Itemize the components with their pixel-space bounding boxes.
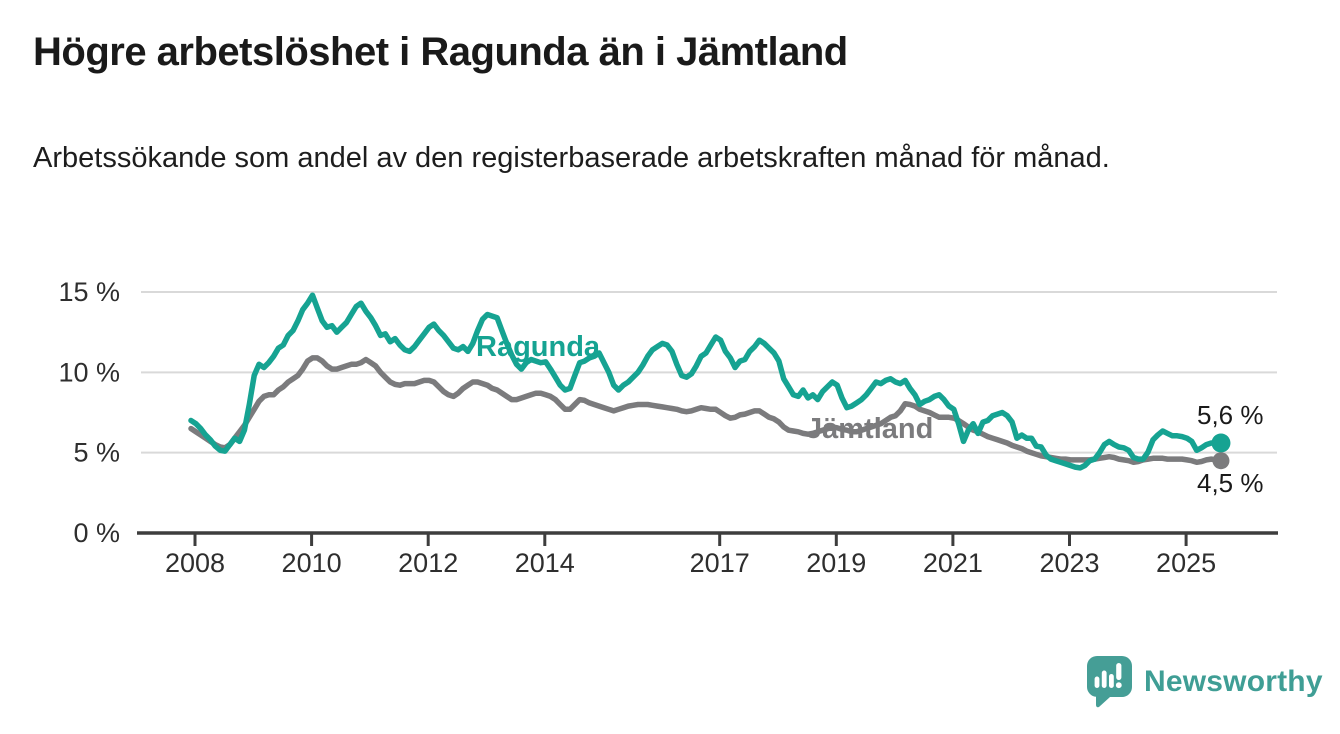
page-title: Högre arbetslöshet i Ragunda än i Jämtla… — [33, 30, 848, 74]
x-tick-label-2012: 2012 — [398, 548, 458, 578]
jämtland-series-label: Jämtland — [806, 413, 933, 445]
x-tick-label-2023: 2023 — [1039, 548, 1099, 578]
x-tick-label-2021: 2021 — [923, 548, 983, 578]
y-tick-label-5pct: 5 % — [73, 438, 120, 468]
y-tick-label-10pct: 10 % — [58, 357, 120, 387]
jämtland-end-dot — [1212, 452, 1230, 470]
newsworthy-logo: Newsworthy — [1086, 655, 1323, 708]
bar-small — [1094, 676, 1100, 688]
x-tick-label-2017: 2017 — [690, 548, 750, 578]
x-tick-label-2008: 2008 — [165, 548, 225, 578]
ragunda-end-dot — [1211, 433, 1231, 453]
ragunda-series-label: Ragunda — [476, 331, 601, 363]
ragunda-line — [188, 292, 1224, 471]
x-tick-label-2025: 2025 — [1156, 548, 1216, 578]
y-tick-label-15pct: 15 % — [58, 277, 120, 307]
jämtland-line — [188, 355, 1224, 466]
ragunda-end-value-label: 5,6 % — [1197, 400, 1264, 430]
y-tick-label-0pct: 0 % — [73, 518, 120, 548]
exclamation-bar — [1116, 663, 1122, 680]
bar-medium — [1109, 674, 1114, 688]
x-tick-label-2014: 2014 — [515, 548, 575, 578]
bar-tall — [1101, 670, 1107, 688]
x-tick-label-2010: 2010 — [282, 548, 342, 578]
chart-subtitle: Arbetssökande som andel av den registerb… — [33, 142, 1110, 174]
newsworthy-wordmark: Newsworthy — [1144, 664, 1323, 698]
x-tick-label-2019: 2019 — [806, 548, 866, 578]
jämtland-end-value-label: 4,5 % — [1197, 468, 1264, 498]
newsworthy-badge-icon — [1087, 656, 1132, 708]
exclamation-dot — [1115, 682, 1122, 689]
